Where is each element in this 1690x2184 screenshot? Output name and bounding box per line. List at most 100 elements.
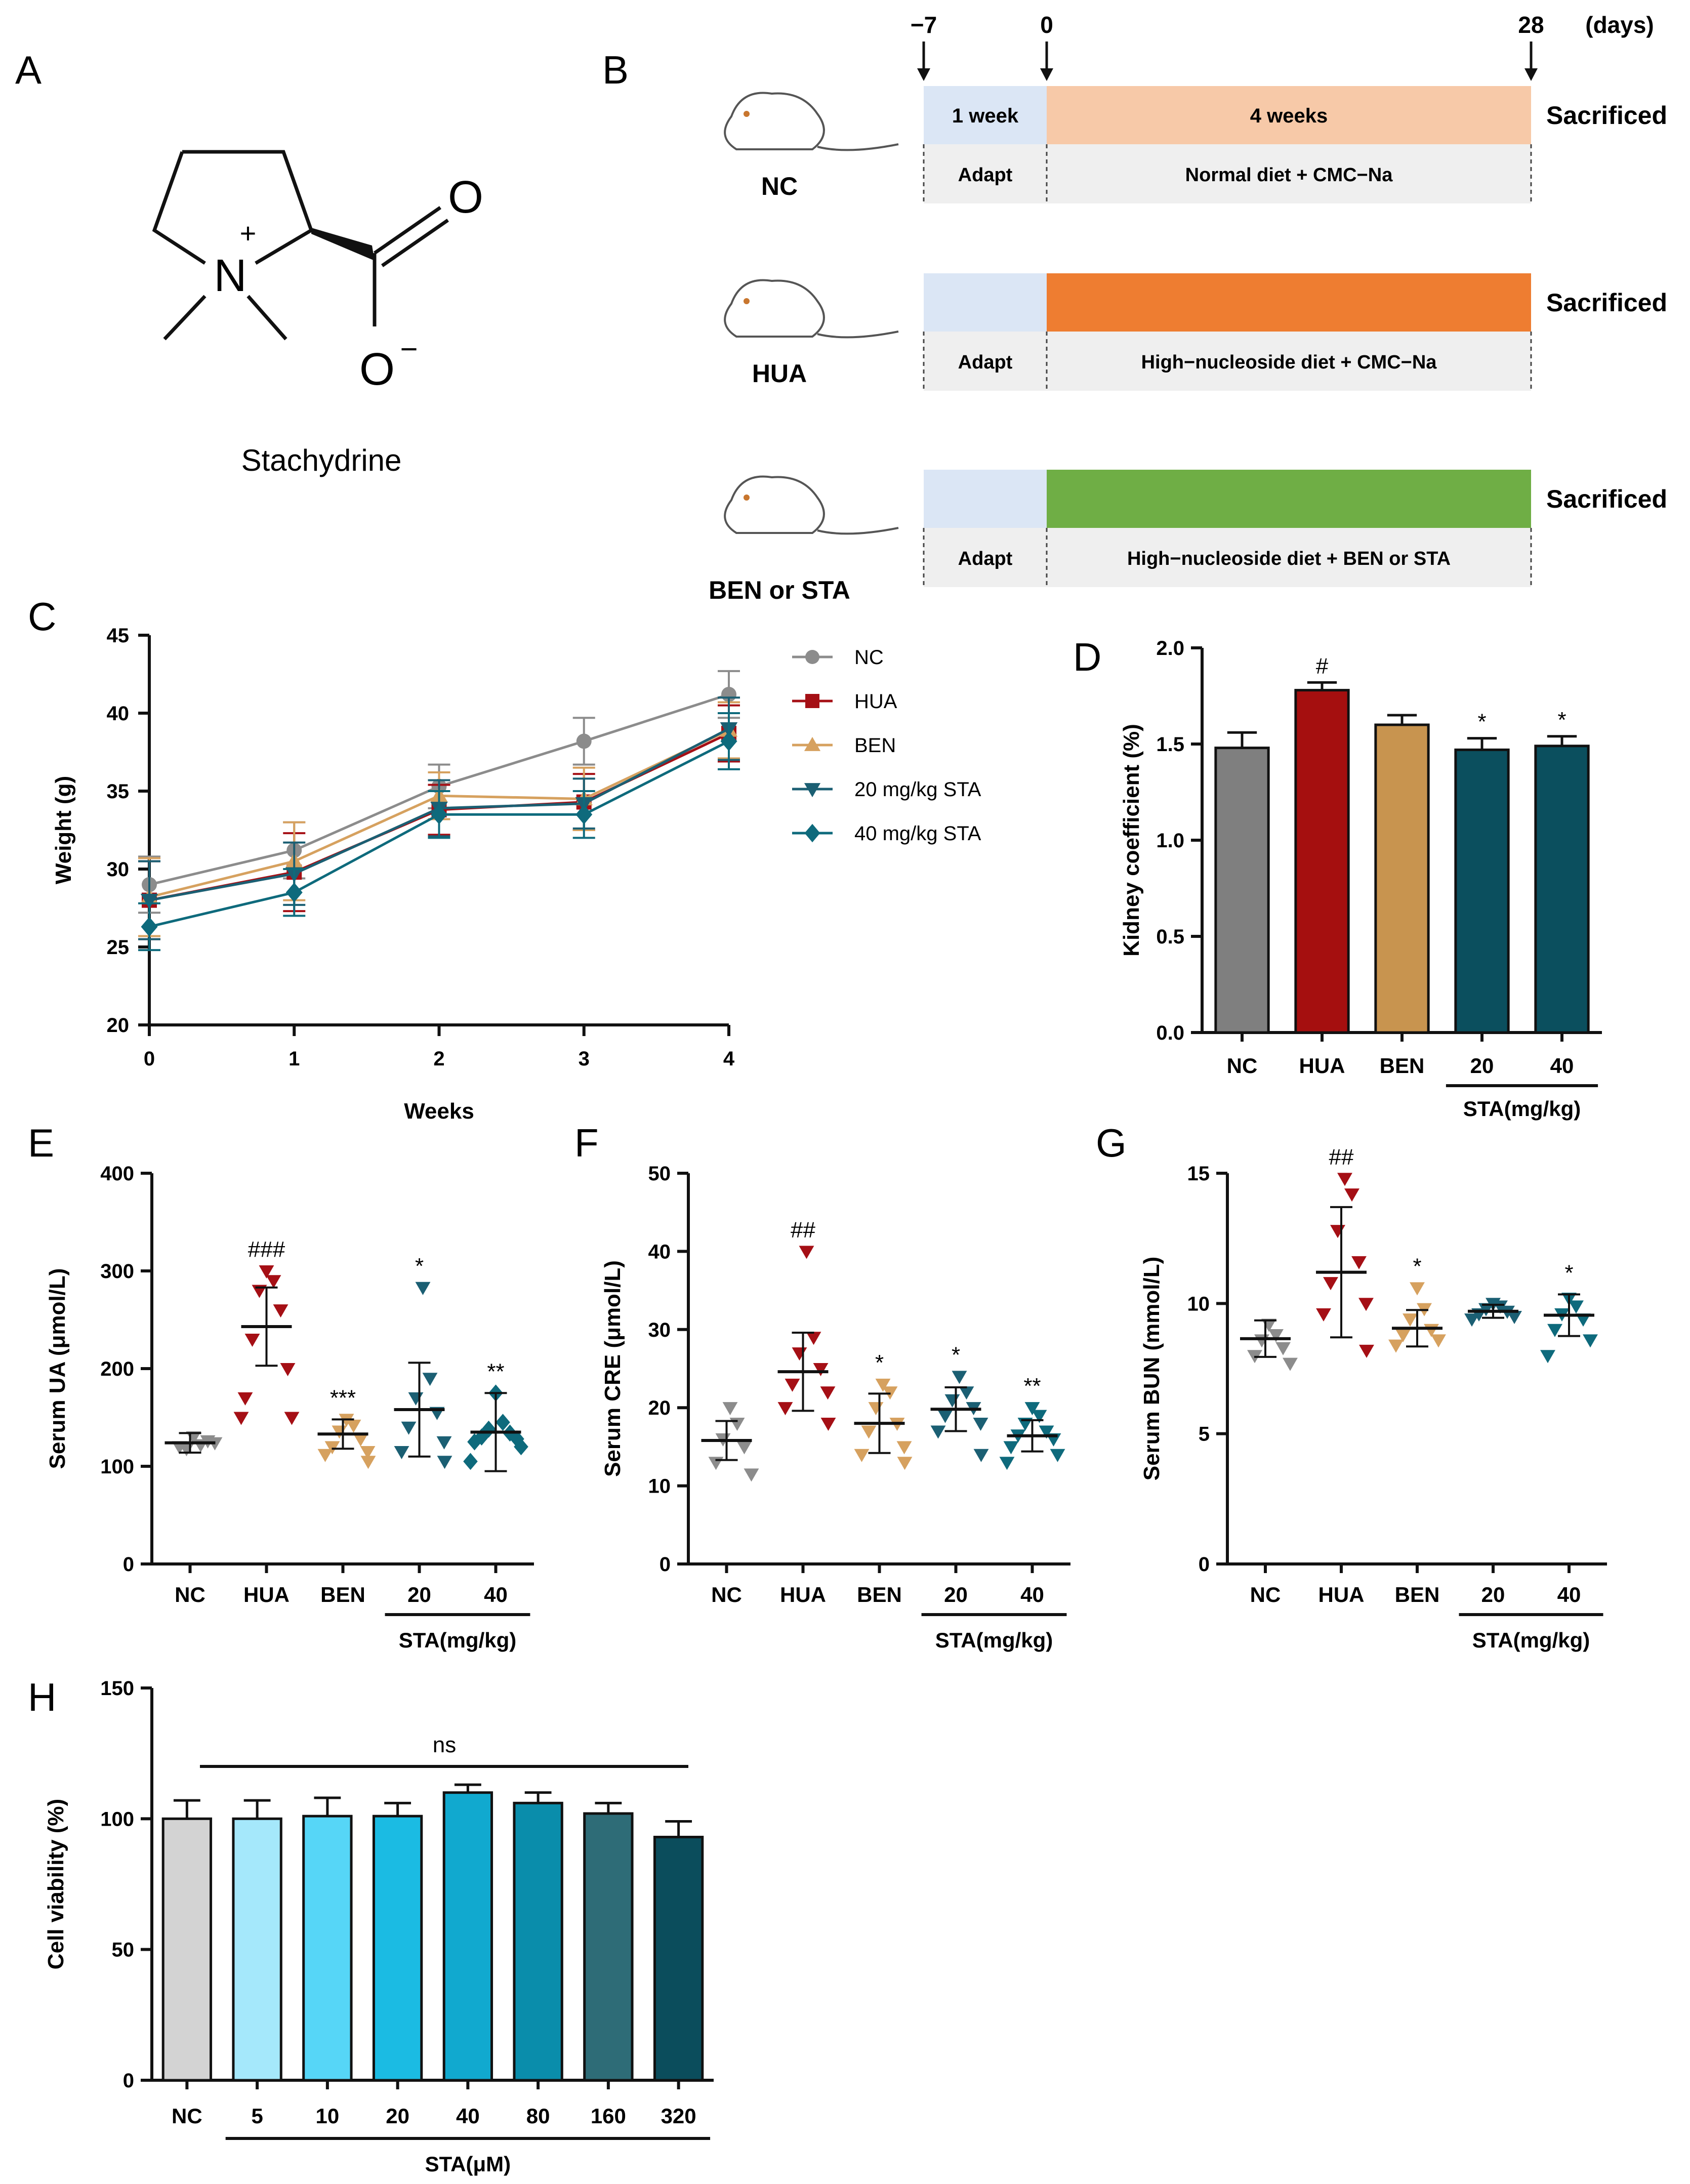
d-bar <box>1534 745 1590 1034</box>
chart-serum-bun: 0 5 10 15 Serum BUN (mmol/L) NC HUA BEN 20 40 STA(… <box>1139 1144 1607 1652</box>
f-data-point <box>820 1386 836 1400</box>
f-data-point <box>937 1410 953 1423</box>
e-data-point <box>474 1428 489 1446</box>
f-y-tick-label: 50 <box>648 1163 671 1185</box>
e-data-point <box>280 1363 296 1376</box>
f-data-point <box>792 1347 807 1361</box>
f-data-point <box>944 1394 960 1408</box>
c-y-tick-label: 45 <box>107 625 130 647</box>
f-data-point <box>722 1402 738 1416</box>
stachydrine-structure <box>152 150 449 341</box>
f-group-label: STA(mg/kg) <box>935 1628 1053 1652</box>
g-data-point <box>1283 1357 1298 1371</box>
f-data-point <box>785 1378 800 1392</box>
f-data-point <box>875 1378 891 1392</box>
g-data-point <box>1478 1303 1494 1316</box>
c-y-tick-label: 20 <box>107 1014 130 1037</box>
adapt-label: Adapt <box>958 164 1013 186</box>
f-category-label: BEN <box>857 1583 902 1606</box>
treatment-description: Normal diet + CMC−Na <box>1185 164 1393 186</box>
treatment-bar <box>1047 470 1531 528</box>
adapt-label: Adapt <box>958 352 1013 373</box>
d-y-axis-title: Kidney coefficient (%) <box>1119 724 1144 957</box>
f-data-point <box>868 1402 884 1416</box>
g-category-label: HUA <box>1318 1583 1365 1606</box>
methyl-bond-2 <box>246 295 287 341</box>
group-name: BEN or STA <box>709 576 850 604</box>
c-legend-marker <box>805 650 819 664</box>
treatment-description: High−nucleoside diet + CMC−Na <box>1141 352 1437 373</box>
f-significance: * <box>875 1350 884 1375</box>
f-significance: * <box>952 1342 960 1367</box>
mouse-tail <box>817 331 899 339</box>
treatment-description: High−nucleoside diet + BEN or STA <box>1127 548 1451 569</box>
f-data-point <box>744 1468 759 1482</box>
g-data-point <box>1359 1344 1374 1358</box>
adapt-label: Adapt <box>958 548 1013 569</box>
f-category-label: 40 <box>1020 1583 1044 1606</box>
e-data-point <box>514 1438 528 1456</box>
mouse-body <box>724 92 825 150</box>
adapt-bar <box>924 470 1047 528</box>
f-data-point <box>736 1441 752 1455</box>
f-data-point <box>896 1441 912 1455</box>
h-bar <box>513 1801 563 2082</box>
day-arrow-head <box>1040 68 1053 81</box>
f-data-point <box>861 1425 877 1439</box>
c-y-tick-label: 30 <box>107 858 130 881</box>
carboxyl-double-1 <box>374 206 441 255</box>
g-data-point <box>1395 1329 1411 1343</box>
d-y-tick-label: 2.0 <box>1156 637 1184 660</box>
d-significance: * <box>1477 710 1486 734</box>
g-data-point <box>1268 1329 1284 1343</box>
d-y-tick-label: 0.0 <box>1156 1022 1184 1044</box>
e-data-point <box>422 1373 438 1386</box>
panel-label-d: D <box>1073 635 1101 679</box>
g-data-point <box>1323 1277 1338 1291</box>
f-category-label: 20 <box>944 1583 968 1606</box>
day-arrow-head <box>1524 68 1538 81</box>
sacrificed-label: Sacrificed <box>1546 485 1667 513</box>
h-bar <box>372 1815 423 2082</box>
d-y-tick-label: 1.5 <box>1156 733 1184 756</box>
e-data-point <box>237 1392 253 1406</box>
day-label: 0 <box>1040 12 1053 38</box>
mouse-icon <box>724 279 899 339</box>
f-data-point <box>973 1449 989 1462</box>
mouse-body <box>724 279 825 338</box>
e-group-label: STA(mg/kg) <box>399 1628 517 1652</box>
mouse-icon <box>724 92 899 151</box>
g-data-point <box>1569 1300 1584 1314</box>
panel-label-b: B <box>602 48 629 92</box>
adapt-length: 1 week <box>952 105 1019 127</box>
e-data-point <box>233 1412 249 1425</box>
e-significance: *** <box>330 1385 356 1410</box>
c-y-tick-label: 35 <box>107 780 130 803</box>
chart-kidney-coefficient: 0.0 0.5 1.0 1.5 2.0 Kidney coefficient (%) NC H… <box>1119 637 1602 1121</box>
g-data-point <box>1316 1308 1331 1322</box>
c-y-tick-label: 40 <box>107 703 130 725</box>
e-data-point <box>273 1304 288 1318</box>
g-data-point <box>1275 1342 1291 1355</box>
c-legend-label: BEN <box>854 734 896 757</box>
e-data-point <box>394 1446 409 1459</box>
d-y-tick-label: 1.0 <box>1156 830 1184 852</box>
mouse-eye <box>744 495 750 501</box>
c-data-point <box>720 731 737 751</box>
carboxyl-double-2 <box>381 219 449 267</box>
h-y-tick-label: 50 <box>112 1939 135 1961</box>
h-bar <box>442 1791 493 2082</box>
f-data-point <box>1050 1449 1065 1462</box>
d-category-label: BEN <box>1380 1054 1425 1078</box>
d-y-tick-label: 0.5 <box>1156 926 1184 948</box>
mouse-eye <box>744 111 750 117</box>
panel-b-timeline: −7 0 28 (days) NC 1 week 4 weeks Adapt Normal di… <box>709 12 1667 604</box>
f-y-tick-label: 20 <box>648 1397 671 1419</box>
f-y-axis-title: Serum CRE (μmol/L) <box>600 1260 625 1477</box>
e-data-point <box>353 1433 368 1447</box>
h-bar <box>161 1817 213 2082</box>
c-legend-marker <box>804 783 821 798</box>
d-category-label: HUA <box>1299 1054 1345 1078</box>
e-data-point <box>172 1441 187 1455</box>
